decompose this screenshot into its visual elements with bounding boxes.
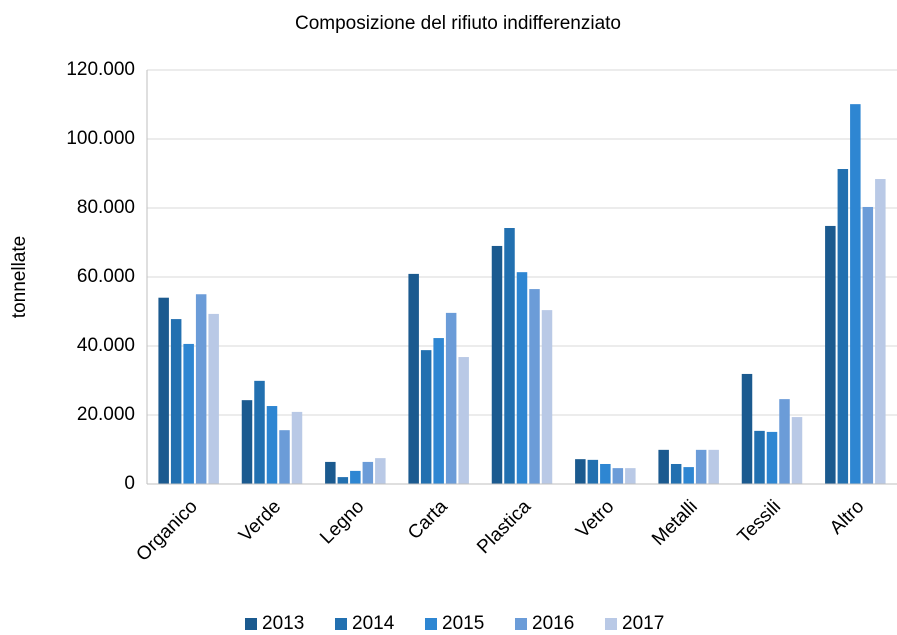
bar <box>575 459 586 484</box>
bar <box>670 463 682 484</box>
x-tick-label: Tessili <box>734 496 785 547</box>
bar <box>254 380 265 484</box>
bar <box>337 477 349 484</box>
chart-title: Composizione del rifiuto indifferenziato <box>295 13 621 34</box>
bar <box>350 470 361 484</box>
bar <box>850 104 861 484</box>
y-axis-title: tonnellate <box>9 236 30 318</box>
x-tick-label: Vetro <box>572 496 618 542</box>
legend-swatch <box>605 618 617 630</box>
x-tick-label: Verde <box>235 496 285 546</box>
legend-swatch <box>335 618 347 630</box>
bar <box>362 461 374 484</box>
bar <box>420 350 432 484</box>
bar <box>875 179 886 484</box>
bar <box>695 449 707 484</box>
x-tick-label: Plastica <box>473 496 535 558</box>
bar <box>837 169 849 484</box>
bar <box>325 461 336 484</box>
y-tick-label: 60.000 <box>77 266 135 287</box>
x-tick-label: Organico <box>132 496 201 565</box>
y-tick-label: 40.000 <box>77 335 135 356</box>
bar <box>779 399 790 484</box>
x-tick-label: Carta <box>404 496 452 544</box>
bar <box>529 289 540 484</box>
bar <box>625 468 636 484</box>
bar <box>183 343 194 484</box>
bar <box>408 273 419 484</box>
bar <box>587 459 599 484</box>
bar <box>600 463 611 484</box>
bar <box>683 467 694 484</box>
bar <box>766 431 778 484</box>
bar <box>791 417 803 484</box>
bar <box>541 310 553 484</box>
y-tick-label: 0 <box>124 473 135 494</box>
y-tick-label: 120.000 <box>66 59 135 80</box>
bar <box>279 430 290 484</box>
bar <box>266 406 278 484</box>
x-tick-label: Altro <box>826 496 868 538</box>
bar <box>158 297 169 484</box>
legend-swatch <box>245 618 257 630</box>
y-tick-label: 20.000 <box>77 404 135 425</box>
legend-label: 2015 <box>442 613 484 634</box>
legend-label: 2014 <box>352 613 395 634</box>
bar <box>170 319 182 484</box>
bar <box>445 312 457 484</box>
bar <box>241 400 253 484</box>
legend-label: 2016 <box>532 613 574 634</box>
bar <box>195 294 207 484</box>
bar <box>612 468 624 484</box>
bar <box>208 313 219 484</box>
y-tick-label: 80.000 <box>77 197 135 218</box>
bar <box>708 449 719 484</box>
bar <box>458 357 469 484</box>
x-tick-label: Legno <box>316 496 368 548</box>
bar <box>491 245 503 484</box>
legend-label: 2017 <box>622 613 664 634</box>
bar <box>504 228 515 484</box>
x-tick-label: Metalli <box>648 496 702 550</box>
bar <box>375 458 386 484</box>
bar <box>516 272 528 484</box>
y-tick-label: 100.000 <box>66 128 135 149</box>
bar <box>825 225 836 484</box>
bar <box>862 206 874 484</box>
bar <box>741 373 753 484</box>
legend-label: 2013 <box>262 613 304 634</box>
legend-swatch <box>515 618 527 630</box>
bar <box>433 338 444 484</box>
legend-swatch <box>425 618 437 630</box>
bar <box>658 449 669 484</box>
bar <box>291 411 303 484</box>
bar <box>754 430 765 484</box>
